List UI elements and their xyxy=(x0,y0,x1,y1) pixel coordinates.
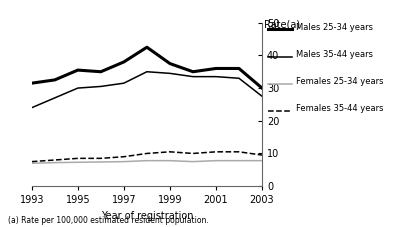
Females 25-34 years xyxy=(52,161,57,164)
Text: Males 25-34 years: Males 25-34 years xyxy=(296,23,373,32)
Line: Males 35-44 years: Males 35-44 years xyxy=(32,72,262,108)
Line: Males 25-34 years: Males 25-34 years xyxy=(32,47,262,88)
Males 25-34 years xyxy=(168,62,172,65)
Females 35-44 years xyxy=(121,155,126,158)
Females 25-34 years xyxy=(98,160,103,163)
Females 35-44 years xyxy=(214,151,218,153)
Males 35-44 years xyxy=(237,77,241,80)
Text: Males 35-44 years: Males 35-44 years xyxy=(296,50,373,59)
Females 35-44 years xyxy=(52,159,57,161)
Females 35-44 years xyxy=(98,157,103,160)
Males 25-34 years xyxy=(237,67,241,70)
Males 35-44 years xyxy=(191,75,195,78)
Males 25-34 years xyxy=(52,79,57,81)
Females 25-34 years xyxy=(260,159,264,162)
Males 35-44 years xyxy=(121,82,126,84)
Males 35-44 years xyxy=(168,72,172,75)
Females 25-34 years xyxy=(75,161,80,164)
Females 35-44 years xyxy=(75,157,80,160)
Text: Rate(a): Rate(a) xyxy=(264,19,300,29)
Males 35-44 years xyxy=(98,85,103,88)
Males 25-34 years xyxy=(29,82,34,84)
Females 35-44 years xyxy=(237,151,241,153)
Line: Females 35-44 years: Females 35-44 years xyxy=(32,152,262,162)
Females 25-34 years xyxy=(237,159,241,162)
Line: Females 25-34 years: Females 25-34 years xyxy=(32,161,262,163)
Males 35-44 years xyxy=(260,95,264,98)
Females 25-34 years xyxy=(145,159,149,162)
Males 25-34 years xyxy=(214,67,218,70)
Males 35-44 years xyxy=(29,106,34,109)
Males 35-44 years xyxy=(214,75,218,78)
Males 25-34 years xyxy=(260,87,264,89)
Males 35-44 years xyxy=(145,70,149,73)
Text: Females 35-44 years: Females 35-44 years xyxy=(296,104,383,114)
Females 35-44 years xyxy=(168,151,172,153)
Females 25-34 years xyxy=(214,159,218,162)
Text: (a) Rate per 100,000 estimated resident population.: (a) Rate per 100,000 estimated resident … xyxy=(8,216,209,225)
Males 25-34 years xyxy=(98,70,103,73)
Males 35-44 years xyxy=(75,87,80,89)
Males 25-34 years xyxy=(121,61,126,63)
Males 25-34 years xyxy=(75,69,80,72)
Females 35-44 years xyxy=(260,154,264,156)
Females 35-44 years xyxy=(191,152,195,155)
Males 25-34 years xyxy=(145,46,149,49)
X-axis label: Year of registration: Year of registration xyxy=(101,211,193,221)
Females 25-34 years xyxy=(191,160,195,163)
Females 25-34 years xyxy=(29,162,34,165)
Females 25-34 years xyxy=(121,160,126,163)
Males 35-44 years xyxy=(52,96,57,99)
Females 35-44 years xyxy=(145,152,149,155)
Females 25-34 years xyxy=(168,159,172,162)
Females 35-44 years xyxy=(29,160,34,163)
Text: Females 25-34 years: Females 25-34 years xyxy=(296,77,383,86)
Males 25-34 years xyxy=(191,70,195,73)
